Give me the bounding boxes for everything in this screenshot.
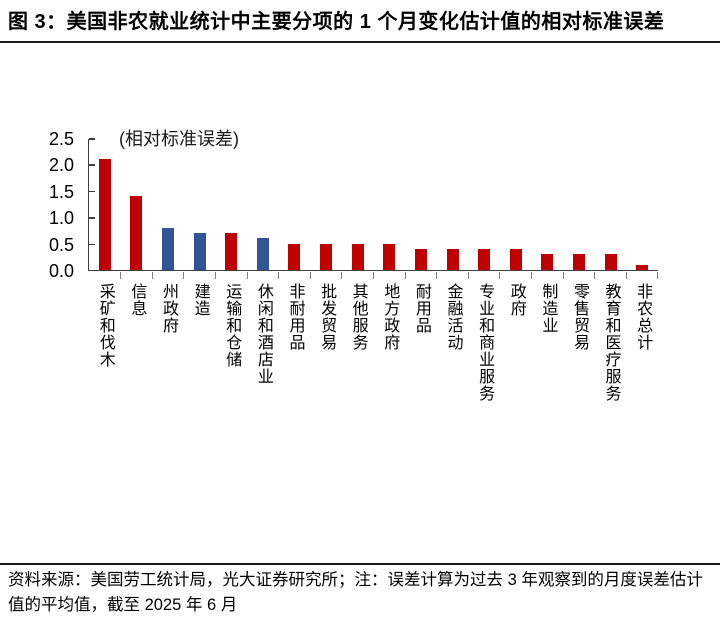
- x-axis-tick: [214, 272, 216, 279]
- bar: [509, 248, 522, 270]
- bar-column: 州政府: [152, 139, 185, 334]
- x-axis-label: 休闲和酒店业: [254, 283, 272, 385]
- x-axis-tick: [531, 272, 533, 279]
- x-axis-label: 政府: [507, 283, 525, 317]
- x-axis-tick: [183, 272, 185, 279]
- y-axis-tick-label: 0.5: [48, 234, 74, 255]
- x-axis-label: 金融活动: [444, 283, 462, 351]
- x-axis-tick: [246, 272, 248, 279]
- bar: [288, 243, 301, 270]
- bar-column: 批发贸易: [310, 139, 343, 351]
- source-note-text: 资料来源：美国劳工统计局，光大证券研究所；注：误差计算为过去 3 年观察到的月度…: [8, 571, 703, 614]
- bar-column: 其他服务: [342, 139, 374, 351]
- bar-column: 非耐用品: [279, 139, 311, 351]
- bar: [320, 243, 333, 270]
- x-axis-label: 批发贸易: [318, 283, 336, 351]
- x-axis-tick: [467, 272, 469, 279]
- bar: [636, 264, 649, 270]
- y-axis-tick: [89, 138, 95, 140]
- x-axis-label: 采矿和伐木: [96, 283, 114, 368]
- bar: [414, 248, 427, 270]
- bar: [383, 243, 396, 270]
- bar-column: 信息: [121, 139, 153, 317]
- bar-column: 教育和医疗服务: [595, 139, 627, 402]
- y-axis-tick: [89, 243, 95, 246]
- bar-column: 建造: [184, 139, 216, 317]
- bar-column: 金融活动: [437, 139, 469, 351]
- bar-column: 政府: [500, 139, 533, 317]
- x-axis-tick: [594, 272, 596, 279]
- x-axis-tick: [372, 272, 374, 279]
- title-divider: [0, 41, 720, 43]
- source-note: 资料来源：美国劳工统计局，光大证券研究所；注：误差计算为过去 3 年观察到的月度…: [0, 563, 720, 622]
- x-axis-label: 耐用品: [412, 283, 430, 334]
- x-axis-label: 建造: [191, 283, 209, 317]
- x-axis-label: 专业和商业服务: [476, 283, 494, 402]
- bar: [446, 248, 459, 270]
- y-axis-unit-annotation: (相对标准误差): [119, 129, 239, 149]
- x-axis-label: 州政府: [160, 283, 178, 334]
- bar-column: 运输和仓储: [215, 139, 248, 368]
- x-axis-tick: [120, 272, 122, 279]
- x-axis-tick: [278, 272, 280, 279]
- bar-column: 地方政府: [373, 139, 406, 351]
- bar: [351, 243, 364, 270]
- x-axis-label: 零售贸易: [570, 283, 588, 351]
- bar: [193, 233, 206, 270]
- bar: [130, 196, 143, 270]
- bar-column: 制造业: [532, 139, 564, 334]
- y-axis: 0.0 0.5 1.0 1.5 2.0 2.5: [0, 129, 88, 281]
- bar-chart: 0.0 0.5 1.0 1.5 2.0 2.5 (相对标准误差) 采矿和伐木 信息 州政府 建造…: [0, 129, 720, 535]
- bar-column: 专业和商业服务: [468, 139, 501, 402]
- x-axis-label: 非耐用品: [286, 283, 304, 351]
- plot-wrapper: 0.0 0.5 1.0 1.5 2.0 2.5 (相对标准误差) 采矿和伐木 信息 州政府 建造…: [0, 129, 720, 402]
- y-axis-tick-label: 2.5: [48, 129, 74, 149]
- bar-column: 非农总计: [626, 139, 659, 351]
- bar-column: 休闲和酒店业: [247, 139, 280, 385]
- y-axis-tick: [89, 164, 95, 166]
- bar: [256, 238, 269, 270]
- figure-title: 图 3：美国非农就业统计中主要分项的 1 个月变化估计值的相对标准误差: [8, 11, 665, 33]
- x-axis-label: 教育和医疗服务: [602, 283, 620, 402]
- bar-column: 耐用品: [405, 139, 438, 334]
- x-axis-label: 其他服务: [349, 283, 367, 351]
- y-axis-tick-label: 1.0: [48, 208, 74, 229]
- x-axis-tick: [499, 272, 501, 279]
- x-axis-tick: [341, 272, 343, 279]
- plot-area: (相对标准误差) 采矿和伐木 信息 州政府 建造 运输和仓储 休闲和酒店业 非耐用品 批发贸易…: [88, 129, 659, 402]
- bar-column: 零售贸易: [563, 139, 596, 351]
- x-axis-tick: [436, 272, 438, 279]
- y-axis-tick-label: 1.5: [48, 181, 74, 202]
- x-axis-label: 非农总计: [634, 283, 652, 351]
- bar: [98, 159, 111, 270]
- bar: [604, 254, 617, 270]
- x-axis-tick: [404, 272, 406, 279]
- y-axis-tick-label: 0.0: [48, 261, 74, 281]
- x-axis-tick: [562, 272, 564, 279]
- bar-column: 采矿和伐木: [89, 139, 122, 368]
- y-axis-tick-label: 2.0: [48, 155, 74, 176]
- bar: [541, 254, 554, 270]
- x-axis-label: 运输和仓储: [223, 283, 241, 368]
- y-axis-tick: [89, 190, 95, 193]
- x-axis-tick: [309, 272, 311, 279]
- x-axis-label: 制造业: [539, 283, 557, 334]
- bar: [162, 227, 175, 270]
- y-axis-tick: [89, 217, 95, 219]
- x-axis-label: 信息: [128, 283, 146, 317]
- x-axis-label: 地方政府: [381, 283, 399, 351]
- bar: [478, 248, 491, 270]
- bar: [572, 254, 585, 270]
- x-axis-tick: [625, 272, 627, 279]
- bar: [225, 233, 238, 270]
- x-axis-tick: [151, 272, 153, 279]
- x-axis-tick: [657, 272, 659, 279]
